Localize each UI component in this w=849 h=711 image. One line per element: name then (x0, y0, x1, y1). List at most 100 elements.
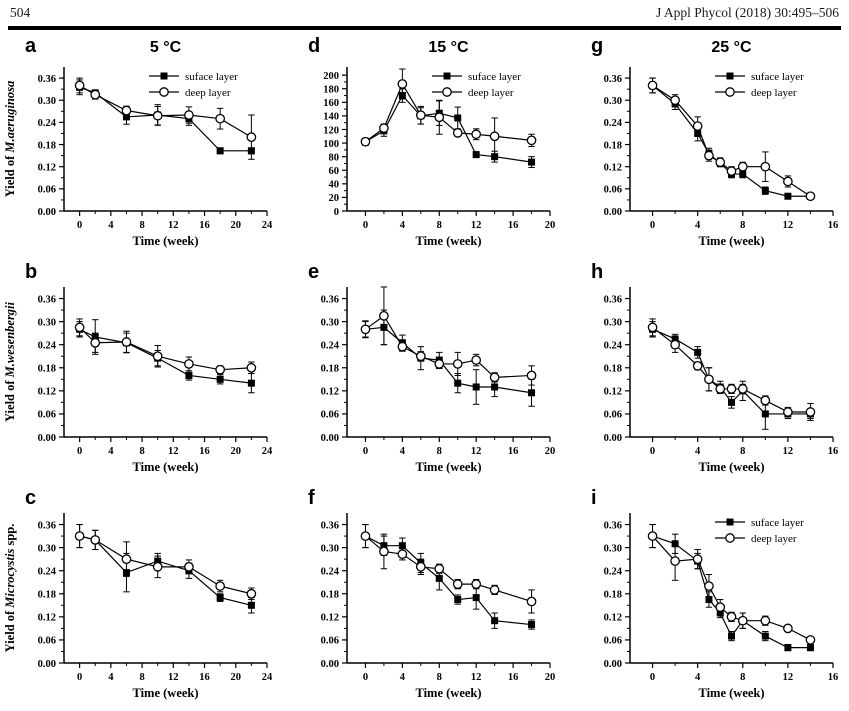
filled-square-marker (185, 371, 193, 379)
open-circle-marker (737, 161, 748, 172)
y-tick-label: 80 (329, 152, 340, 163)
y-tick-label: 0.18 (38, 140, 56, 151)
x-tick-label: 8 (139, 220, 144, 231)
open-circle-marker (526, 596, 537, 607)
y-tick-label: 0.36 (604, 520, 622, 531)
chart-svg-a: a 5 °C 0 4 8 12 16 20 24 0.00 0.06 0.12 0.18 0.24 0.30… (3, 35, 273, 248)
x-tick-label: 12 (471, 220, 482, 231)
chart-svg-d: d 15 °C0 4 8 12 16 200204060801001201401601802… (308, 35, 555, 248)
open-circle-marker (715, 157, 726, 168)
x-tick-label: 4 (695, 446, 701, 457)
x-tick-label: 0 (363, 446, 368, 457)
figure-grid: a 5 °C 0 4 8 12 16 20 24 0.00 0.06 0.12 0.18 0.24 0.30… (0, 31, 849, 709)
axes (346, 513, 550, 664)
y-tick-label: 140 (323, 112, 339, 123)
filled-square-marker (216, 375, 224, 383)
series-suface-layer (361, 309, 536, 407)
filled-square-marker (728, 398, 735, 406)
x-tick-label: 0 (363, 672, 368, 683)
open-circle-marker (184, 110, 194, 120)
y-tick-label: 0.06 (321, 636, 339, 647)
open-circle-marker (215, 113, 226, 124)
y-tick-label: 0.24 (604, 340, 623, 351)
open-circle-marker (783, 176, 793, 187)
open-circle-marker (159, 87, 169, 97)
y-tick-label: 120 (323, 125, 339, 136)
series-deep-layer (360, 286, 537, 386)
y-tick-label: 0.12 (604, 162, 622, 173)
x-tick-label: 12 (168, 446, 179, 457)
open-circle-marker (783, 623, 793, 634)
y-axis-title: Yield of M.aeruginosa (3, 81, 17, 198)
x-tick-label: 24 (262, 672, 273, 683)
axes (63, 67, 267, 212)
filled-square-marker (726, 518, 734, 526)
y-tick-label: 0.00 (604, 433, 622, 444)
open-circle-marker (760, 161, 771, 172)
open-circle-marker (715, 384, 726, 394)
x-tick-label: 4 (400, 220, 406, 231)
y-tick-label: 0.30 (321, 543, 339, 554)
open-circle-marker (415, 561, 426, 572)
filled-square-marker (761, 410, 769, 418)
series-suface-layer (76, 524, 255, 614)
panel-letter: c (25, 487, 36, 509)
panel-h: h 0 4 8 12 16 0.00 0.06 0.12 0.18 0.24 0.30 0.36 Time… (566, 257, 849, 483)
x-tick-label: 4 (108, 446, 114, 457)
x-tick-label: 16 (828, 446, 839, 457)
panel-letter: h (591, 261, 603, 283)
axes (346, 67, 550, 212)
series-line (652, 326, 811, 413)
y-axis-ticks: 0.00 0.06 0.12 0.18 0.24 0.30 0.36 (321, 294, 347, 444)
legend-label: suface layer (468, 71, 521, 83)
series-line (652, 328, 811, 415)
y-axis-ticks: 0.00 0.06 0.12 0.18 0.24 0.30 0.36 (604, 294, 630, 444)
y-tick-label: 0.18 (38, 590, 56, 601)
y-tick-label: 0.36 (38, 74, 56, 85)
open-circle-marker (704, 150, 714, 161)
filled-square-marker (784, 192, 792, 200)
open-circle-marker (121, 337, 132, 347)
x-axis-ticks: 0 4 8 12 16 (650, 437, 838, 457)
panel-title: 25 °C (711, 39, 752, 56)
axes (63, 287, 267, 438)
axes (629, 513, 833, 664)
x-tick-label: 4 (108, 220, 114, 231)
panel-b: b 0 4 8 12 16 20 24 0.00 0.06 0.12 0.18 0.24 0.30 0.36… (0, 257, 283, 483)
y-tick-label: 0.12 (321, 387, 339, 398)
chart-svg-c: c 0 4 8 12 16 20 24 0.00 0.06 0.12 0.18 0.24 0.30 0.36… (3, 487, 273, 700)
x-tick-label: 24 (262, 220, 273, 231)
open-circle-marker (397, 549, 408, 560)
open-circle-marker (670, 339, 680, 350)
filled-square-marker (216, 594, 224, 602)
open-circle-marker (452, 359, 463, 369)
legend: suface layer deep layer (149, 71, 238, 99)
series-deep-layer (647, 524, 816, 645)
series-line (365, 326, 532, 394)
open-circle-marker (489, 585, 500, 595)
open-circle-marker (90, 337, 101, 348)
y-axis-title: Yield of M.wesenbergii (3, 301, 17, 422)
axes (63, 513, 267, 664)
x-tick-label: 0 (650, 672, 655, 683)
chart-svg-h: h 0 4 8 12 16 0.00 0.06 0.12 0.18 0.24 0.30 0.36 Time… (591, 261, 838, 474)
chart-svg-b: b 0 4 8 12 16 20 24 0.00 0.06 0.12 0.18 0.24 0.30 0.36… (3, 261, 273, 474)
open-circle-marker (692, 360, 703, 371)
x-axis-ticks: 0 4 8 12 16 20 24 (77, 211, 273, 231)
legend-label: deep layer (751, 533, 797, 545)
x-tick-label: 4 (400, 446, 406, 457)
y-tick-label: 40 (329, 180, 340, 191)
open-circle-marker (692, 121, 703, 131)
y-tick-label: 0.24 (38, 566, 57, 577)
open-circle-marker (121, 554, 132, 565)
filled-square-marker (491, 383, 499, 391)
filled-square-marker (784, 644, 792, 652)
chart-svg-e: e 0 4 8 12 16 20 0.00 0.06 0.12 0.18 0.24 0.30 0.36 Ti… (308, 261, 555, 474)
chart-svg-f: f 0 4 8 12 16 20 0.00 0.06 0.12 0.18 0.24 0.30 0.36 Ti… (308, 487, 555, 700)
x-tick-label: 16 (199, 446, 210, 457)
open-circle-marker (152, 351, 163, 362)
open-circle-marker (715, 602, 726, 613)
y-tick-label: 0.30 (38, 317, 56, 328)
x-tick-label: 0 (77, 672, 82, 683)
y-tick-label: 0.12 (38, 387, 56, 398)
